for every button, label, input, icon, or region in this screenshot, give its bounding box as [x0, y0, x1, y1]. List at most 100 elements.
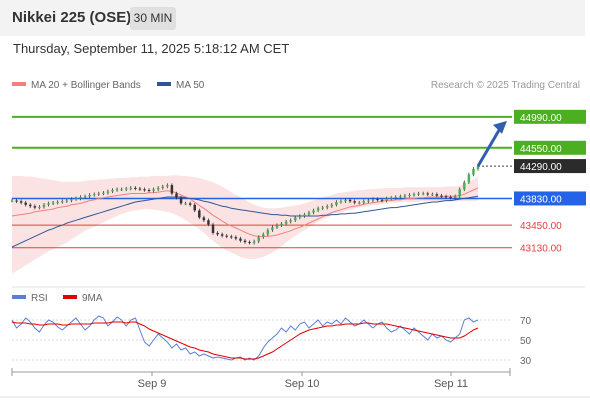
- legend-rsi-swatch: [12, 295, 26, 300]
- candle-up: [10, 200, 14, 202]
- candle-up: [79, 197, 82, 199]
- candle-up: [92, 194, 96, 196]
- bollinger-band-area: [12, 175, 478, 274]
- instrument-title: Nikkei 225 (OSE): [12, 9, 132, 26]
- candle-up: [120, 189, 123, 191]
- candle-up: [307, 212, 311, 215]
- price-level-label-1: 44550.00: [520, 144, 562, 155]
- candle-up: [262, 234, 265, 238]
- candle-up: [403, 195, 407, 197]
- rsi-line: [11, 315, 479, 361]
- legend-ma20-swatch: [12, 82, 26, 87]
- candle-up: [152, 189, 155, 191]
- candle-up: [412, 194, 416, 196]
- candle-up: [357, 202, 361, 204]
- candle-up: [421, 193, 425, 195]
- candle-down: [202, 217, 206, 221]
- candle-up: [47, 203, 50, 205]
- candle-down: [193, 204, 196, 211]
- candle-up: [389, 197, 393, 199]
- candle-up: [316, 208, 320, 211]
- price-level-label-5: 43130.00: [520, 244, 562, 255]
- x-tick-label-2: Sep 11: [434, 378, 468, 390]
- legend-ma50-label: MA 50: [176, 80, 205, 91]
- candle-up: [335, 201, 338, 205]
- candle-up: [431, 194, 434, 196]
- candle-up: [294, 217, 297, 221]
- candle-down: [138, 188, 142, 190]
- candle-down: [444, 196, 448, 198]
- candle-up: [280, 223, 283, 226]
- candle-down: [188, 203, 192, 205]
- legend-rsi-ma-swatch: [63, 295, 77, 300]
- candle-up: [458, 189, 461, 197]
- legend-rsi-ma: 9MA: [63, 293, 103, 304]
- legend-rsi-label: RSI: [31, 293, 48, 304]
- candle-down: [248, 242, 251, 244]
- candle-down: [19, 201, 23, 203]
- candle-up: [257, 237, 260, 242]
- candle-down: [143, 189, 146, 191]
- candle-down: [449, 197, 452, 199]
- candle-up: [339, 201, 343, 203]
- candle-up: [362, 201, 366, 203]
- candle-down: [230, 236, 233, 238]
- candle-down: [426, 193, 429, 195]
- candle-up: [252, 241, 256, 243]
- candle-up: [83, 196, 87, 198]
- candle-up: [97, 193, 101, 195]
- candle-up: [65, 200, 69, 202]
- candle-up: [51, 202, 55, 204]
- candle-down: [225, 235, 228, 237]
- candle-down: [380, 199, 384, 201]
- candle-down: [207, 220, 210, 225]
- rsi-9ma-line: [11, 321, 479, 360]
- candle-up: [298, 216, 302, 218]
- price-level-label-2: 44290.00: [520, 162, 562, 173]
- candle-up: [266, 230, 270, 235]
- candle-up: [453, 196, 457, 198]
- candle-up: [129, 187, 133, 189]
- candle-down: [170, 185, 174, 194]
- candle-down: [29, 204, 32, 207]
- candle-up: [161, 186, 165, 188]
- candle-down: [440, 195, 443, 197]
- candle-up: [115, 189, 119, 191]
- candle-up: [106, 191, 110, 193]
- candle-down: [24, 202, 27, 205]
- candle-up: [42, 204, 46, 207]
- candle-up: [408, 194, 411, 196]
- legend-ma50-swatch: [157, 82, 171, 87]
- price-level-label-4: 43450.00: [520, 221, 562, 232]
- candle-up: [371, 199, 375, 201]
- candle-up: [385, 198, 388, 201]
- candle-down: [211, 224, 215, 233]
- candle-up: [284, 221, 288, 224]
- candle-up: [312, 210, 315, 213]
- projection-arrow-head: [493, 120, 507, 134]
- timeframe-badge[interactable]: 30 MIN: [130, 7, 176, 30]
- price-level-tag-1: [514, 140, 586, 155]
- candle-up: [74, 198, 78, 200]
- candle-up: [321, 207, 324, 209]
- candle-down: [134, 187, 137, 189]
- candle-up: [399, 196, 402, 198]
- price-level-label-0: 44990.00: [520, 113, 562, 124]
- candle-up: [476, 166, 480, 169]
- candle-down: [234, 237, 238, 239]
- candle-up: [111, 190, 114, 192]
- candle-up: [330, 204, 334, 207]
- chart-datetime: Thursday, September 11, 2025 5:18:12 AM …: [13, 41, 290, 56]
- x-tick-label-0: Sep 9: [138, 378, 167, 390]
- price-level-tag-2: [514, 159, 586, 174]
- price-level-tag-3: [514, 191, 586, 206]
- candle-up: [472, 168, 475, 175]
- candle-up: [124, 188, 128, 190]
- candle-up: [325, 206, 329, 208]
- legend-rsi: RSI: [12, 293, 48, 304]
- candle-down: [33, 206, 37, 208]
- candle-down: [216, 232, 219, 235]
- rsi-tick-label-2: 30: [520, 356, 532, 367]
- candle-down: [220, 234, 224, 236]
